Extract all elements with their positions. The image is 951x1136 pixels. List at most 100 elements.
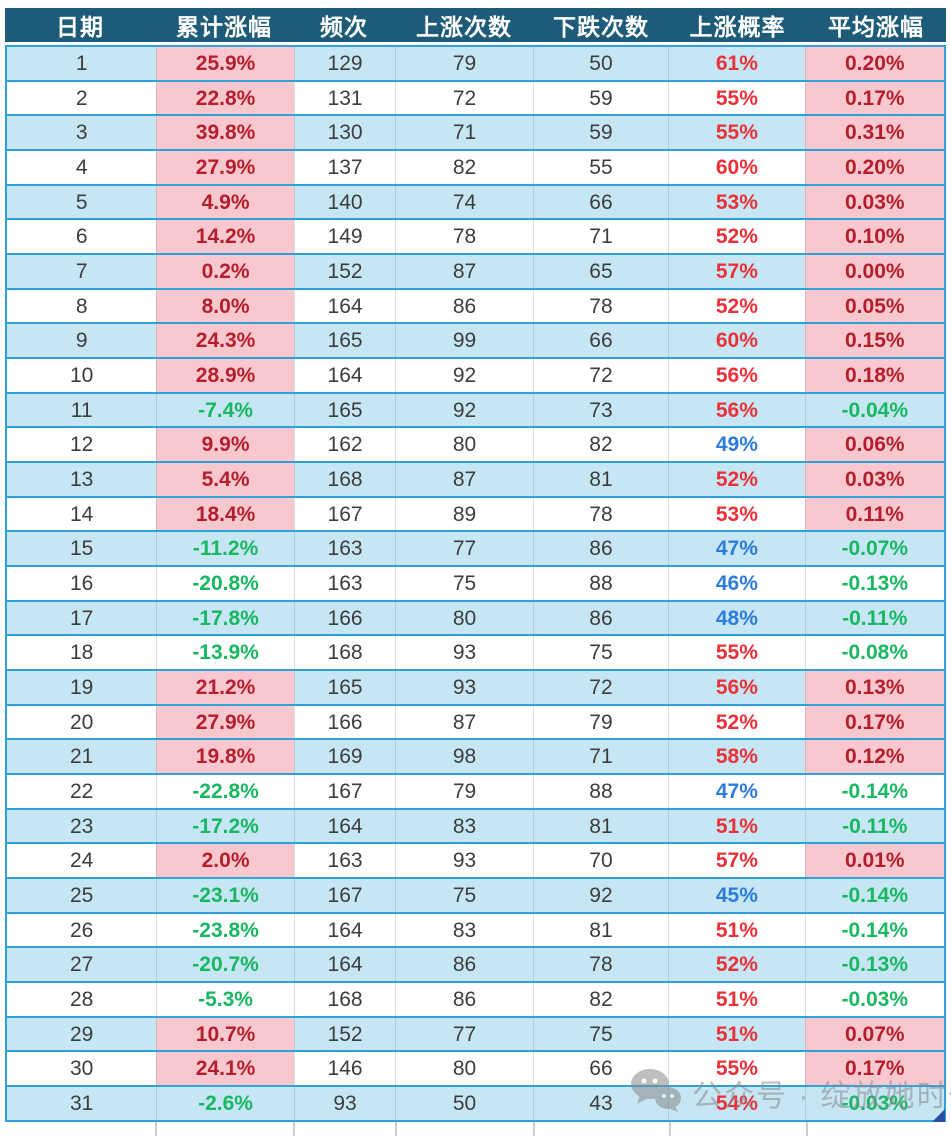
table-row[interactable]: 18 -13.9% 168 93 75 55% -0.08% — [7, 634, 944, 670]
cell-average-change[interactable]: -0.11% — [804, 601, 944, 635]
cell-up-probability[interactable]: 56% — [668, 359, 804, 392]
cell-date[interactable]: 15 — [70, 537, 94, 561]
table-row[interactable]: 28 -5.3% 168 86 82 51% -0.03% — [7, 981, 944, 1016]
cell-up-probability[interactable]: 58% — [668, 740, 804, 774]
cell-cumulative-change[interactable]: 8.0% — [156, 289, 294, 323]
cell-up-probability[interactable]: 52% — [668, 463, 804, 496]
cell-up-probability[interactable]: 57% — [668, 844, 804, 878]
cell-frequency[interactable]: 129 — [293, 47, 396, 80]
table-row[interactable]: 23 -17.2% 164 83 81 51% -0.11% — [7, 807, 944, 843]
cell-up-count[interactable]: 82 — [395, 151, 532, 184]
cell-up-probability[interactable]: 52% — [668, 705, 804, 739]
cell-up-probability[interactable]: 48% — [668, 601, 804, 635]
cell-up-probability[interactable]: 52% — [668, 220, 804, 254]
cell-down-count[interactable]: 88 — [532, 775, 668, 808]
table-row[interactable]: 21 19.8% 169 98 71 58% 0.12% — [7, 738, 944, 774]
cell-average-change[interactable]: -0.03% — [804, 983, 944, 1016]
cell-average-change[interactable]: -0.04% — [804, 393, 944, 427]
cell-cumulative-change[interactable]: 24.1% — [156, 1052, 294, 1086]
cell-frequency[interactable]: 93 — [293, 1087, 396, 1120]
cell-up-probability[interactable]: 51% — [668, 1017, 804, 1051]
table-row[interactable]: 10 28.9% 164 92 72 56% 0.18% — [7, 357, 944, 392]
cell-up-probability[interactable]: 61% — [668, 47, 804, 80]
table-row[interactable]: 13 5.4% 168 87 81 52% 0.03% — [7, 461, 944, 496]
cell-average-change[interactable]: 0.13% — [804, 671, 944, 704]
cell-cumulative-change[interactable]: 25.9% — [156, 47, 294, 80]
cell-average-change[interactable]: -0.08% — [804, 636, 944, 670]
cell-up-count[interactable]: 79 — [395, 775, 532, 808]
cell-down-count[interactable]: 59 — [532, 116, 668, 150]
cell-date[interactable]: 8 — [75, 294, 88, 318]
cell-up-probability[interactable]: 57% — [668, 255, 804, 288]
cell-date[interactable]: 19 — [70, 675, 94, 699]
cell-down-count[interactable]: 71 — [532, 740, 668, 774]
cell-up-probability[interactable]: 60% — [668, 324, 804, 358]
cell-down-count[interactable]: 72 — [532, 671, 668, 704]
table-row[interactable]: 11 -7.4% 165 92 73 56% -0.04% — [7, 391, 944, 427]
header-up-count[interactable]: 上涨次数 — [416, 14, 512, 40]
cell-down-count[interactable]: 75 — [532, 1017, 668, 1051]
cell-average-change[interactable]: 0.01% — [804, 844, 944, 878]
cell-up-probability[interactable]: 47% — [668, 532, 804, 566]
table-row[interactable]: 1 25.9% 129 79 50 61% 0.20% — [7, 45, 944, 80]
cell-down-count[interactable]: 79 — [532, 705, 668, 739]
cell-down-count[interactable]: 86 — [532, 532, 668, 566]
table-row[interactable]: 29 10.7% 152 77 75 51% 0.07% — [7, 1015, 944, 1051]
table-row[interactable]: 20 27.9% 166 87 79 52% 0.17% — [7, 703, 944, 739]
cell-up-probability[interactable]: 51% — [668, 913, 804, 947]
cell-up-count[interactable]: 87 — [395, 255, 532, 288]
cell-up-count[interactable]: 98 — [395, 740, 532, 774]
table-row[interactable]: 2 22.8% 131 72 59 55% 0.17% — [7, 79, 944, 115]
cell-date[interactable]: 28 — [70, 987, 94, 1011]
cell-up-count[interactable]: 93 — [395, 671, 532, 704]
table-row[interactable]: 9 24.3% 165 99 66 60% 0.15% — [7, 322, 944, 358]
table-row[interactable]: 4 27.9% 137 82 55 60% 0.20% — [7, 149, 944, 184]
cell-down-count[interactable]: 66 — [532, 1052, 668, 1086]
cell-average-change[interactable]: -0.03% — [804, 1087, 944, 1120]
cell-up-count[interactable]: 77 — [395, 532, 532, 566]
cell-frequency[interactable]: 165 — [293, 324, 396, 358]
cell-up-count[interactable]: 87 — [395, 463, 532, 496]
cell-cumulative-change[interactable]: -20.7% — [156, 948, 293, 982]
cell-up-probability[interactable]: 60% — [668, 151, 804, 184]
cell-date[interactable]: 16 — [70, 571, 94, 595]
cell-cumulative-change[interactable]: -11.2% — [156, 532, 293, 566]
table-row[interactable]: 5 4.9% 140 74 66 53% 0.03% — [7, 183, 944, 219]
cell-up-probability[interactable]: 55% — [668, 636, 804, 670]
cell-up-probability[interactable]: 45% — [668, 879, 804, 912]
cell-up-probability[interactable]: 51% — [668, 983, 804, 1016]
table-row[interactable]: 15 -11.2% 163 77 86 47% -0.07% — [7, 530, 944, 566]
cell-average-change[interactable]: 0.15% — [804, 324, 944, 358]
cell-date[interactable]: 23 — [70, 814, 94, 838]
table-row[interactable]: 26 -23.8% 164 83 81 51% -0.14% — [7, 911, 944, 947]
table-row[interactable]: 19 21.2% 165 93 72 56% 0.13% — [7, 669, 944, 704]
cell-up-count[interactable]: 77 — [395, 1017, 532, 1051]
cell-frequency[interactable]: 167 — [293, 879, 396, 912]
cell-up-count[interactable]: 75 — [395, 567, 532, 600]
cell-average-change[interactable]: 0.17% — [804, 705, 944, 739]
cell-frequency[interactable]: 163 — [293, 844, 396, 878]
cell-average-change[interactable]: 0.11% — [804, 497, 944, 531]
cell-cumulative-change[interactable]: 2.0% — [156, 844, 294, 878]
table-row[interactable]: 14 18.4% 167 89 78 53% 0.11% — [7, 495, 944, 531]
cell-average-change[interactable]: 0.20% — [804, 47, 944, 80]
cell-average-change[interactable]: -0.13% — [804, 567, 944, 600]
cell-cumulative-change[interactable]: 4.9% — [156, 185, 294, 219]
cell-average-change[interactable]: 0.03% — [804, 185, 944, 219]
cell-cumulative-change[interactable]: -7.4% — [156, 393, 293, 427]
cell-frequency[interactable]: 137 — [293, 151, 396, 184]
cell-date[interactable]: 3 — [75, 121, 88, 145]
cell-average-change[interactable]: -0.14% — [804, 775, 944, 808]
cell-cumulative-change[interactable]: -22.8% — [156, 775, 293, 808]
cell-cumulative-change[interactable]: 19.8% — [156, 740, 294, 774]
cell-cumulative-change[interactable]: 14.2% — [156, 220, 294, 254]
cell-up-probability[interactable]: 55% — [668, 1052, 804, 1086]
cell-cumulative-change[interactable]: 5.4% — [156, 463, 294, 496]
cell-up-count[interactable]: 80 — [395, 601, 532, 635]
cell-up-count[interactable]: 71 — [395, 116, 532, 150]
cell-cumulative-change[interactable]: 10.7% — [156, 1017, 294, 1051]
cell-down-count[interactable]: 66 — [532, 324, 668, 358]
cell-up-count[interactable]: 50 — [395, 1087, 532, 1120]
cell-frequency[interactable]: 168 — [293, 636, 396, 670]
header-date[interactable]: 日期 — [56, 14, 104, 40]
